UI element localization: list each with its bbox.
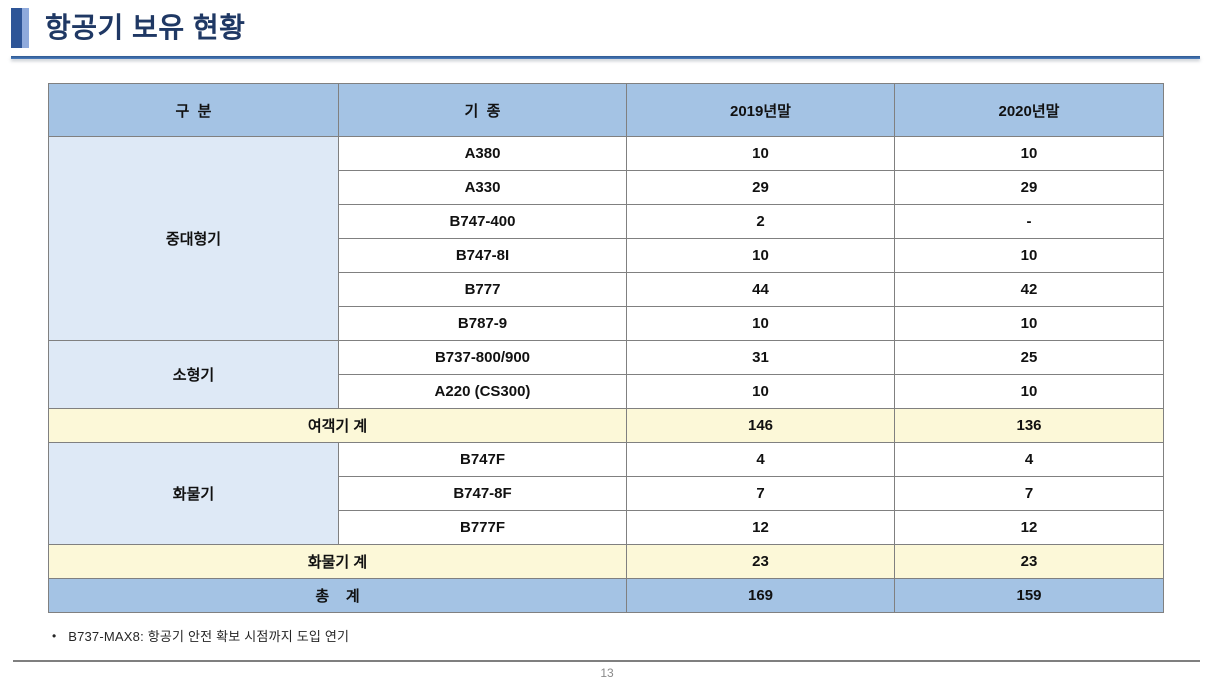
- total-value: 159: [894, 578, 1164, 613]
- table-cell-value: 10: [894, 136, 1164, 171]
- subtotal-label: 화물기 계: [48, 544, 627, 579]
- table-cell-model: A380: [338, 136, 627, 171]
- table-cell-value: 10: [894, 306, 1164, 341]
- title-accent-bar-dark: [11, 8, 22, 48]
- table-cell-value: 42: [894, 272, 1164, 307]
- table-cell-value: 2: [626, 204, 895, 239]
- table-cell-value: 10: [894, 238, 1164, 273]
- bullet-icon: •: [52, 628, 57, 643]
- table-cell-model: B777: [338, 272, 627, 307]
- page-title: 항공기 보유 현황: [45, 12, 246, 43]
- table-row: 화물기 B747F 4 4: [48, 442, 1164, 545]
- table-cell-value: 10: [626, 238, 895, 273]
- total-value: 169: [626, 578, 895, 613]
- footnote: • B737-MAX8: 항공기 안전 확보 시점까지 도입 연기: [52, 626, 349, 645]
- table-cell-value: 12: [626, 510, 895, 545]
- title-accent-bar-light: [22, 8, 29, 48]
- table-row: B777 44 42: [49, 272, 1164, 307]
- table-cell-value: 10: [894, 374, 1164, 409]
- table-cell-model: B737-800/900: [338, 340, 627, 375]
- subtotal-value: 23: [894, 544, 1164, 579]
- table-cell-value: 44: [626, 272, 895, 307]
- table-cell-value: 10: [626, 306, 895, 341]
- table-cell-model: A330: [338, 170, 627, 205]
- table-cell-value: 4: [894, 442, 1164, 477]
- table-row: 중대형기 A380 10 10: [48, 136, 1164, 341]
- table-cell-value: 31: [626, 340, 895, 375]
- table-cell-model: B747-8I: [338, 238, 627, 273]
- table-cell-model: B747-400: [338, 204, 627, 239]
- table-header-row: 구 분 기 종 2019년말 2020년말: [48, 83, 1164, 137]
- subtotal-label: 여객기 계: [48, 408, 627, 443]
- table-cell-value: 7: [626, 476, 895, 511]
- subtotal-value: 146: [626, 408, 895, 443]
- table-cell-model: A220 (CS300): [338, 374, 627, 409]
- table-row: B747-8F 7 7: [49, 476, 1164, 511]
- subtotal-value: 136: [894, 408, 1164, 443]
- table-cell-model: B747F: [338, 442, 627, 477]
- table-row: A220 (CS300) 10 10: [49, 374, 1164, 409]
- table-cell-model: B747-8F: [338, 476, 627, 511]
- table-cell-category: 소형기: [48, 340, 339, 409]
- total-label: 총 계: [48, 578, 627, 613]
- table-cell-category: 화물기: [48, 442, 339, 545]
- header-cell-2019: 2019년말: [626, 83, 895, 137]
- subtotal-row-cargo: 화물기 계 23 23: [48, 544, 1164, 579]
- table-row: B787-9 10 10: [49, 306, 1164, 341]
- table-cell-value: 4: [626, 442, 895, 477]
- table-cell-value: 10: [626, 136, 895, 171]
- table-cell-value: 10: [626, 374, 895, 409]
- table-row: B777F 12 12: [49, 510, 1164, 545]
- subtotal-row-passenger: 여객기 계 146 136: [48, 408, 1164, 443]
- table-row: B747-8I 10 10: [49, 238, 1164, 273]
- table-cell-value: 29: [894, 170, 1164, 205]
- table-row: A330 29 29: [49, 170, 1164, 205]
- page-header: 항공기 보유 현황: [11, 8, 245, 48]
- fleet-table: 구 분 기 종 2019년말 2020년말 중대형기 A380 10 10 A3…: [48, 83, 1164, 613]
- table-cell-value: -: [894, 204, 1164, 239]
- header-cell-category: 구 분: [48, 83, 339, 137]
- table-row: B747-400 2 -: [49, 204, 1164, 239]
- table-row: 소형기 B737-800/900 31 25: [48, 340, 1164, 409]
- table-cell-model: B777F: [338, 510, 627, 545]
- total-row: 총 계 169 159: [48, 578, 1164, 613]
- header-cell-model: 기 종: [338, 83, 627, 137]
- table-cell-model: B787-9: [338, 306, 627, 341]
- footnote-text: B737-MAX8: 항공기 안전 확보 시점까지 도입 연기: [68, 629, 350, 644]
- page-number: 13: [600, 666, 614, 680]
- subtotal-value: 23: [626, 544, 895, 579]
- table-cell-value: 25: [894, 340, 1164, 375]
- title-divider: [11, 56, 1200, 59]
- table-cell-category: 중대형기: [48, 136, 339, 341]
- footer-divider: [13, 660, 1200, 662]
- table-cell-value: 29: [626, 170, 895, 205]
- table-cell-value: 12: [894, 510, 1164, 545]
- header-cell-2020: 2020년말: [894, 83, 1164, 137]
- table-cell-value: 7: [894, 476, 1164, 511]
